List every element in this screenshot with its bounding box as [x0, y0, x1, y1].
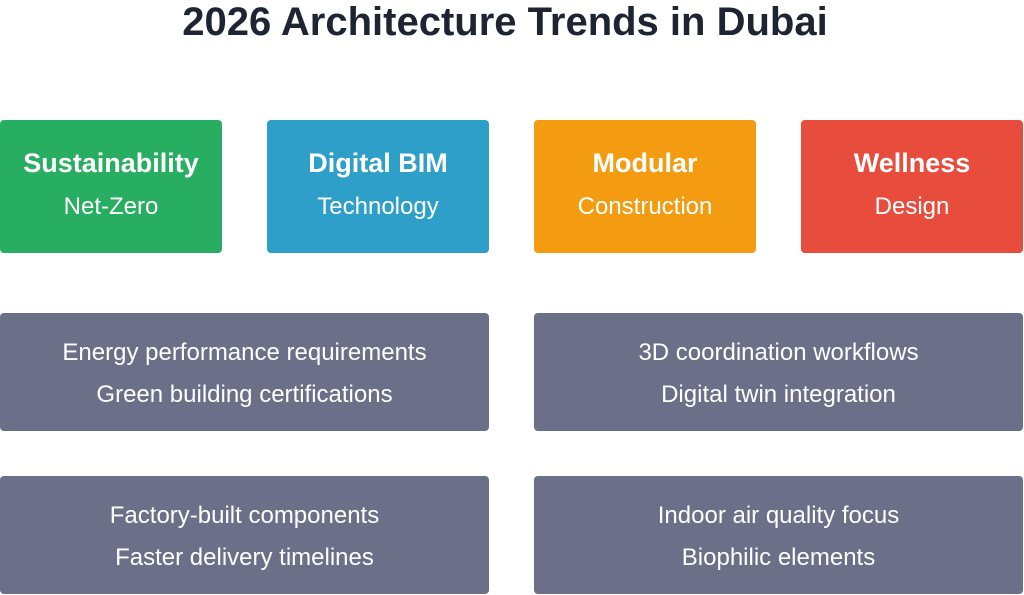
trend-name: Sustainability — [23, 148, 199, 178]
detail-card: Energy performance requirements Green bu… — [0, 313, 489, 431]
detail-card: Factory-built components Faster delivery… — [0, 476, 489, 594]
trend-name: Wellness — [853, 148, 971, 178]
trend-card: Digital BIM Technology — [267, 120, 489, 253]
detail-line: Factory-built components — [109, 502, 380, 529]
detail-line: Green building certifications — [96, 381, 393, 408]
detail-card: Indoor air quality focus Biophilic eleme… — [534, 476, 1023, 594]
detail-line: 3D coordination workflows — [638, 339, 919, 366]
trend-sub: Net-Zero — [63, 193, 159, 220]
trend-card: Wellness Design — [801, 120, 1023, 253]
trend-sub: Construction — [577, 193, 713, 220]
trend-name: Modular — [592, 148, 698, 178]
title: 2026 Architecture Trends in Dubai — [182, 0, 828, 44]
trend-name: Digital BIM — [308, 148, 448, 178]
detail-line: Biophilic elements — [681, 544, 876, 571]
trend-card: Modular Construction — [534, 120, 756, 253]
detail-line: Energy performance requirements — [62, 339, 427, 366]
detail-line: Indoor air quality focus — [657, 502, 900, 529]
trend-sub: Design — [874, 193, 950, 220]
detail-line: Faster delivery timelines — [115, 544, 374, 571]
detail-card: 3D coordination workflows Digital twin i… — [534, 313, 1023, 431]
trend-card: Sustainability Net-Zero — [0, 120, 222, 253]
detail-line: Digital twin integration — [661, 381, 896, 408]
trend-sub: Technology — [317, 193, 439, 220]
